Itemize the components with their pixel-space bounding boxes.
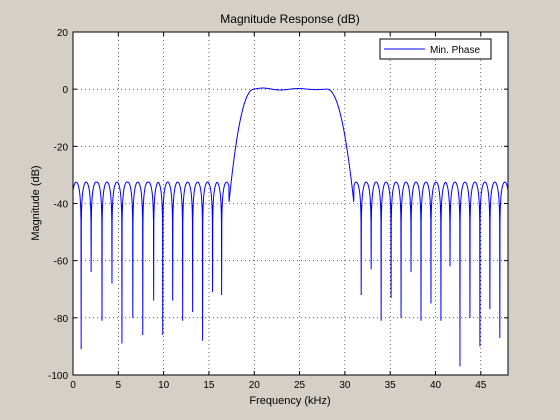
legend[interactable]: Min. Phase — [379, 38, 492, 60]
x-tick-label: 0 — [70, 380, 76, 391]
x-tick-label: 35 — [385, 380, 397, 391]
y-tick-label: -60 — [54, 257, 69, 268]
y-axis-label: Magnitude (dB) — [30, 165, 42, 240]
x-tick-label: 45 — [475, 380, 487, 391]
tick-marks — [72, 31, 508, 376]
y-tick-label: -40 — [54, 200, 69, 211]
x-tick-label: 15 — [203, 380, 215, 391]
chart-title: Magnitude Response (dB) — [220, 12, 359, 26]
series-line-min-phase — [72, 87, 509, 367]
y-tick-label: 0 — [62, 85, 68, 96]
x-tick-label: 10 — [158, 380, 170, 391]
x-tick-label: 40 — [430, 380, 442, 391]
y-tick-label: -100 — [48, 371, 68, 382]
x-tick-label: 5 — [116, 380, 122, 391]
y-tick-label: -80 — [54, 314, 69, 325]
x-tick-label: 20 — [249, 380, 261, 391]
y-tick-label: -20 — [54, 142, 69, 153]
y-tick-labels: 20 0 -20 -40 -60 -80 -100 — [48, 28, 68, 382]
grid-lines — [73, 32, 508, 375]
x-tick-labels: 0 5 10 15 20 25 30 35 40 45 — [70, 380, 487, 391]
y-tick-label: 20 — [57, 28, 69, 39]
legend-label: Min. Phase — [430, 45, 480, 56]
legend-box — [379, 38, 492, 60]
x-tick-label: 25 — [294, 380, 306, 391]
x-tick-label: 30 — [339, 380, 351, 391]
axes-background — [73, 32, 508, 375]
x-axis-label: Frequency (kHz) — [249, 395, 330, 407]
